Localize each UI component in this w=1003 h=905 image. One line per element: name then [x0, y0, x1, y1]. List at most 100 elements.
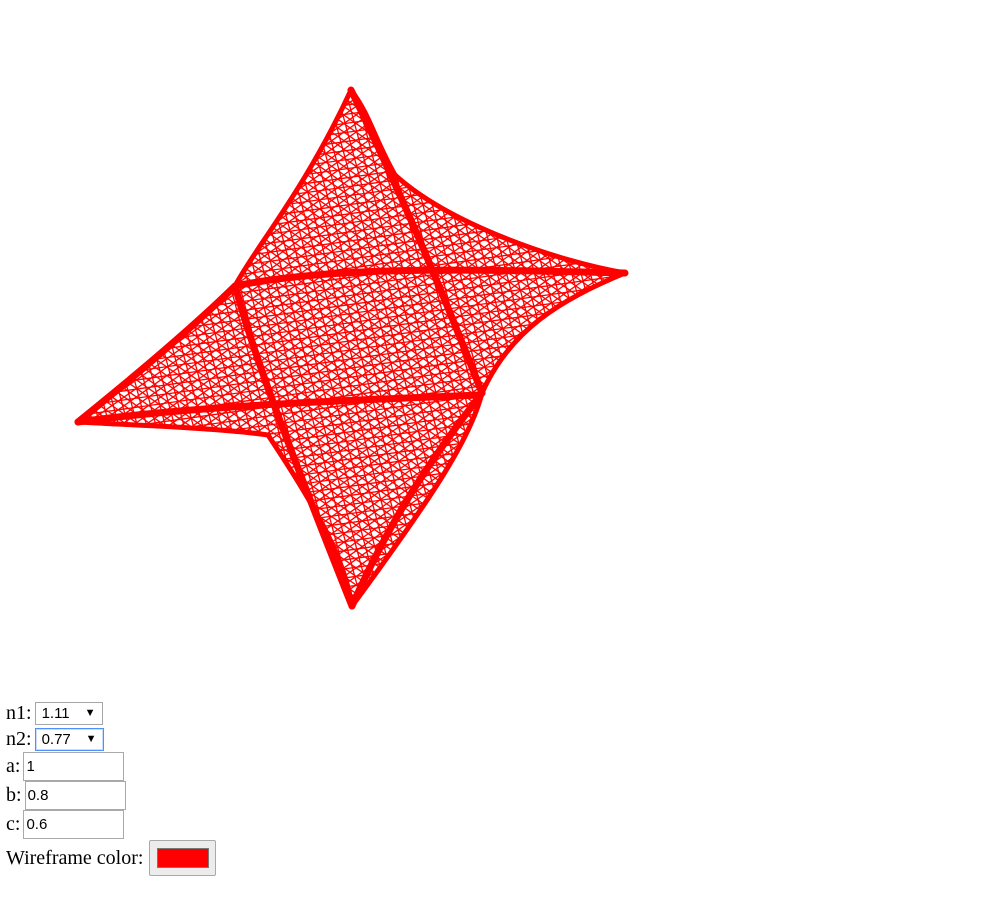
wire-line	[78, 90, 625, 606]
wire-line	[0, 681, 700, 690]
wire-line	[78, 90, 568, 363]
wire-line	[576, 90, 625, 606]
wire-line	[0, 0, 53, 690]
wire-line	[78, 101, 625, 242]
wire-line	[78, 90, 625, 523]
wire-line	[78, 90, 281, 606]
wire-line	[0, 0, 27, 690]
wire-line	[498, 90, 625, 606]
wire-line	[78, 217, 625, 606]
c-row: c:	[6, 810, 216, 839]
wire-line	[167, 90, 428, 606]
wire-line	[78, 90, 141, 606]
b-input[interactable]	[24, 781, 126, 810]
wire-line	[78, 359, 625, 501]
wire-line	[193, 90, 454, 606]
wire-line	[78, 342, 625, 483]
wire-band	[347, 86, 486, 397]
wire-line	[78, 90, 625, 512]
wire-line	[78, 90, 298, 606]
wire-line	[78, 90, 625, 118]
wire-line	[78, 183, 625, 606]
wire-line	[78, 90, 255, 606]
wire-line	[176, 400, 625, 606]
n1-selected-value: 1.11	[41, 704, 70, 722]
n1-select[interactable]: 1.11 ▼	[34, 701, 103, 725]
wire-line	[78, 146, 625, 287]
wire-line	[559, 90, 625, 606]
wire-line	[78, 90, 133, 606]
wire-line	[78, 90, 625, 558]
n2-selected-value: 0.77	[41, 730, 71, 748]
wire-line	[524, 90, 625, 606]
wire-line	[78, 90, 194, 606]
wire-line	[78, 137, 625, 278]
wire-line	[159, 90, 420, 606]
wire-line	[78, 90, 491, 254]
dropdown-arrow-icon: ▼	[85, 733, 97, 745]
wire-line	[411, 90, 625, 606]
wire-line	[78, 90, 479, 236]
wire-line	[0, 0, 700, 19]
wireframe-color-picker[interactable]	[149, 840, 217, 876]
wire-line	[619, 90, 625, 606]
wire-line	[115, 90, 376, 606]
wire-line	[78, 90, 625, 540]
wire-line	[78, 90, 499, 265]
n1-label: n1:	[6, 701, 32, 724]
wire-line	[78, 90, 124, 606]
wire-line	[78, 413, 625, 554]
wire-line	[78, 90, 556, 345]
wire-line	[332, 90, 594, 606]
wire-line	[78, 90, 211, 606]
wire-line	[78, 172, 625, 314]
wire-line	[237, 90, 498, 606]
wire-line	[78, 119, 625, 260]
n2-select[interactable]: 0.77 ▼	[34, 727, 104, 751]
wire-line	[611, 90, 625, 606]
wire-line	[78, 297, 625, 439]
wire-line	[0, 673, 700, 690]
n2-row: n2: 0.77 ▼	[6, 726, 216, 752]
c-input[interactable]	[23, 810, 125, 839]
wire-line	[78, 240, 625, 606]
wire-line	[209, 446, 625, 606]
wire-line	[78, 154, 625, 296]
wire-line	[602, 90, 625, 606]
wire-line	[78, 90, 185, 606]
wire-line	[78, 90, 625, 598]
wire-line	[0, 0, 71, 690]
wire-line	[78, 165, 625, 606]
wire-line	[78, 90, 625, 189]
wire-line	[78, 90, 168, 606]
wire-line	[263, 90, 524, 606]
wire-line	[78, 128, 625, 269]
wire-line	[78, 90, 625, 563]
superformula-wireframe-canvas[interactable]	[0, 0, 700, 690]
wire-line	[78, 261, 625, 403]
wire-line	[0, 0, 19, 690]
a-input[interactable]	[23, 752, 125, 781]
wire-line	[78, 90, 625, 529]
wire-line	[0, 0, 700, 36]
a-row: a:	[6, 752, 216, 781]
wire-line	[506, 90, 625, 606]
wire-band	[74, 391, 484, 426]
wire-line	[78, 90, 98, 606]
wire-line	[78, 90, 89, 606]
wire-line	[78, 90, 516, 288]
color-swatch	[156, 848, 209, 868]
wire-line	[78, 90, 625, 606]
wire-line	[78, 90, 150, 606]
c-label: c:	[6, 813, 21, 835]
wire-line	[585, 90, 625, 606]
a-label: a:	[6, 755, 21, 777]
wire-line	[0, 0, 1, 690]
wire-line	[341, 90, 602, 606]
wire-line	[78, 90, 625, 606]
wire-line	[205, 441, 625, 606]
wireframe-dense-bands	[74, 86, 629, 610]
wire-line	[78, 90, 625, 606]
wire-line	[78, 440, 625, 581]
wire-line	[0, 0, 700, 63]
